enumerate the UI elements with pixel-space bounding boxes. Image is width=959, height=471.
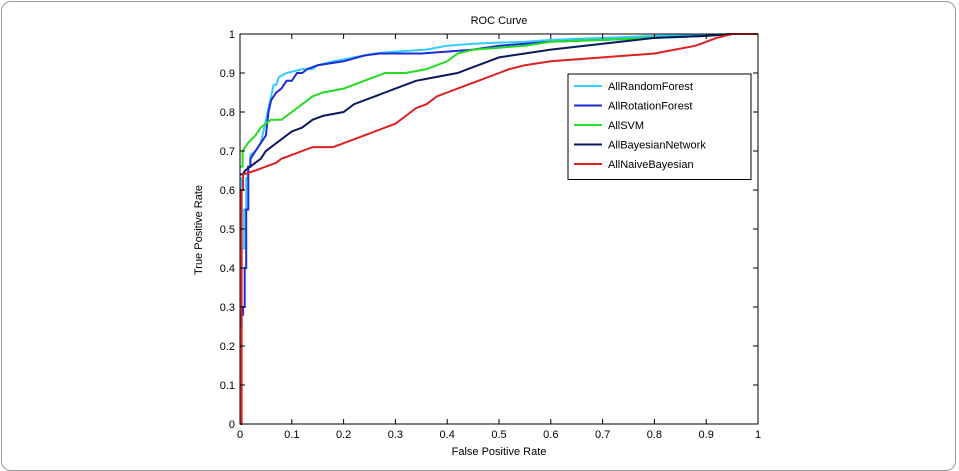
y-tick-label: 0.5 [220, 224, 235, 236]
legend-label: AllSVM [608, 120, 644, 132]
series-line-allsvm [240, 33, 758, 168]
y-axis-title: True Positive Rate [193, 185, 205, 275]
roc-chart: 0 0.1 0.2 0.3 0.4 0.5 0.6 0.7 0.8 0.9 1 0 0.1 0.2 0.3 0… [193, 15, 761, 458]
chart-title: ROC Curve [471, 15, 528, 27]
y-tick-label: 0.9 [220, 68, 235, 80]
series-line-allrotationforest [240, 33, 758, 328]
series-line-allrandomforest [240, 33, 758, 250]
series-layer [240, 33, 758, 425]
x-tick-label: 0.5 [491, 429, 506, 441]
y-tick-label: 0.1 [220, 380, 235, 392]
y-tick-label: 0.6 [220, 185, 235, 197]
x-tick-label: 0.9 [699, 429, 714, 441]
x-tick-label: 0.3 [388, 429, 403, 441]
y-tick-label: 0.2 [220, 341, 235, 353]
legend-label: AllBayesianNetwork [608, 140, 706, 152]
x-tick-label: 0.2 [336, 429, 351, 441]
y-tick-label: 0.3 [220, 302, 235, 314]
y-tick-label: 0.7 [220, 146, 235, 158]
y-tick-label: 1 [229, 29, 235, 41]
x-tick-label: 0.4 [440, 429, 455, 441]
x-tick-label: 0 [237, 429, 243, 441]
y-tick-label: 0 [229, 419, 235, 431]
legend-label: AllNaiveBayesian [608, 159, 694, 171]
x-tick-label: 1 [755, 429, 761, 441]
legend-label: AllRandomForest [608, 81, 693, 93]
x-tick-label: 0.1 [284, 429, 299, 441]
x-tick-label: 0.6 [543, 429, 558, 441]
legend-box [567, 73, 752, 180]
x-tick-label: 0.8 [647, 429, 662, 441]
series-line-allnaivebayesian [240, 33, 758, 425]
x-tick-label: 0.7 [595, 429, 610, 441]
y-tick-label: 0.8 [220, 107, 235, 119]
x-axis-title: False Positive Rate [452, 446, 547, 458]
legend: AllRandomForest AllRotationForest AllSVM Al… [567, 73, 752, 180]
legend-label: AllRotationForest [608, 101, 692, 113]
y-tick-label: 0.4 [220, 263, 235, 275]
series-line-allbayesiannetwork [240, 33, 758, 176]
axes-layer: 0 0.1 0.2 0.3 0.4 0.5 0.6 0.7 0.8 0.9 1 0 0.1 0.2 0.3 0… [220, 29, 761, 441]
